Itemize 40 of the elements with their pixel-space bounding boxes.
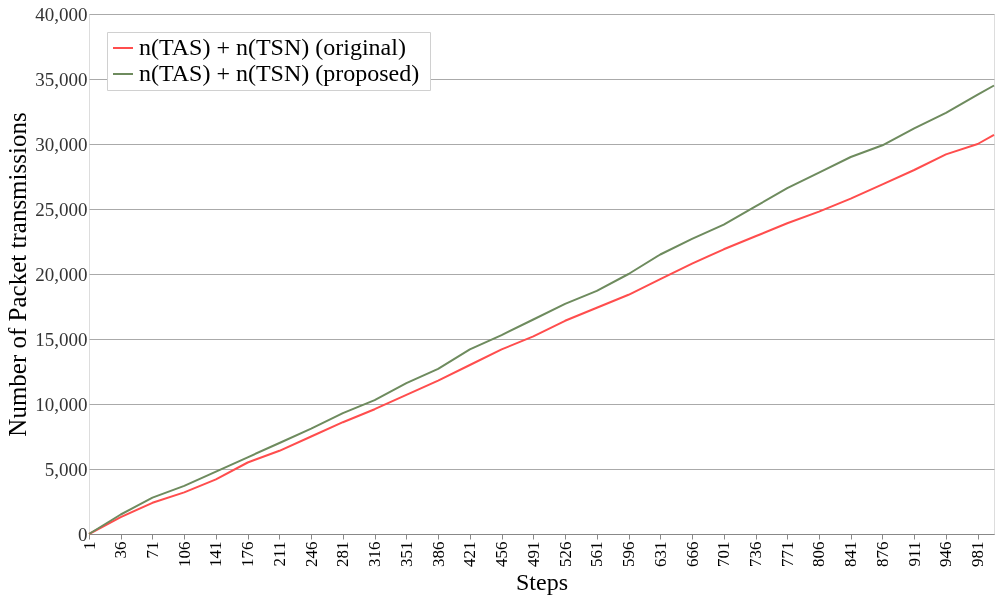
y-tick-label: 40,000: [35, 3, 88, 25]
x-tick-label: 281: [333, 541, 353, 567]
x-tick-label: 701: [714, 541, 734, 567]
x-tick-label: 841: [841, 541, 861, 567]
legend-label: n(TAS) + n(TSN) (proposed): [139, 60, 420, 86]
x-tick-label: 771: [777, 541, 797, 567]
x-tick-label: 526: [555, 541, 575, 567]
x-tick-label: 491: [523, 541, 543, 567]
y-axis-title: Number of Packet transmissions: [4, 112, 32, 437]
x-tick-label: 946: [936, 541, 956, 567]
x-tick-label: 141: [206, 541, 226, 567]
x-tick-label: 351: [396, 541, 416, 567]
y-tick-label: 20,000: [35, 263, 88, 285]
x-tick-label: 106: [174, 541, 194, 567]
x-tick-label: 386: [428, 541, 448, 567]
x-tick-label: 911: [904, 541, 924, 567]
x-tick-label: 561: [587, 541, 607, 567]
x-tick-label: 176: [238, 541, 258, 567]
x-tick-label: 806: [809, 541, 829, 567]
x-tick-label: 981: [968, 541, 988, 567]
x-tick-label: 666: [682, 541, 702, 567]
x-tick-label: 631: [650, 541, 670, 567]
x-tick-label: 316: [365, 541, 385, 567]
y-tick-label: 35,000: [35, 68, 88, 90]
x-tick-label: 876: [872, 541, 892, 567]
x-tick-label: 36: [111, 541, 131, 559]
x-tick-label: 71: [142, 541, 162, 559]
y-tick-label: 10,000: [35, 393, 88, 415]
x-tick-label: 596: [619, 541, 639, 567]
y-tick-label: 25,000: [35, 198, 88, 220]
y-tick-label: 15,000: [35, 328, 88, 350]
x-axis-title: Steps: [515, 569, 569, 595]
legend-label: n(TAS) + n(TSN) (original): [139, 34, 406, 60]
x-tick-label: 456: [492, 541, 512, 567]
y-tick-label: 5,000: [44, 458, 88, 480]
x-tick-label: 246: [301, 541, 321, 567]
x-tick-label: 211: [269, 541, 289, 567]
x-tick-label: 736: [746, 541, 766, 567]
x-tick-label: 421: [460, 541, 480, 567]
y-tick-label: 30,000: [35, 133, 88, 155]
